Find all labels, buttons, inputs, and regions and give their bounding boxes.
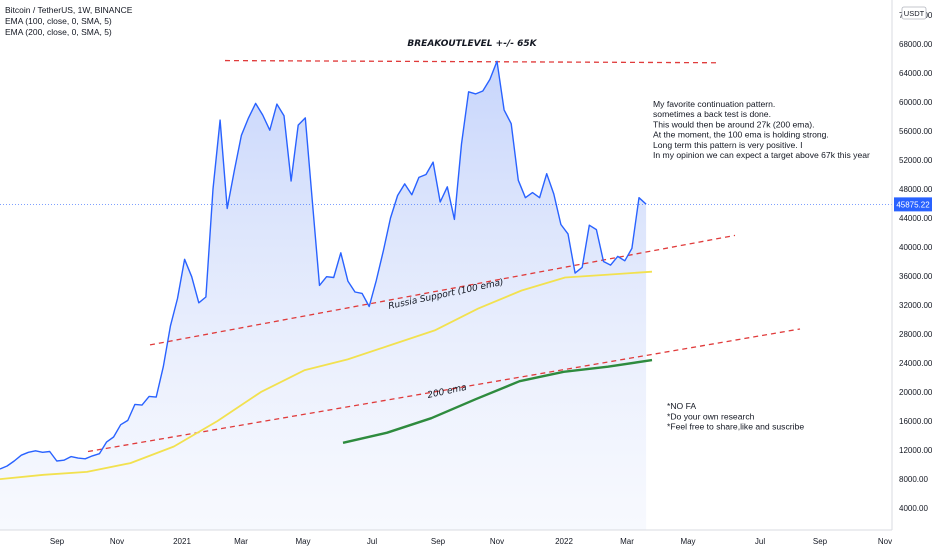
symbol-title[interactable]: Bitcoin / TetherUS, 1W, BINANCE <box>5 5 133 15</box>
x-tick-label: Sep <box>813 537 828 546</box>
note-line[interactable]: This would then be around 27k (200 ema). <box>653 119 814 129</box>
y-tick-label: 32000.00 <box>899 301 932 310</box>
x-tick-label: Nov <box>110 537 124 546</box>
ema200-line[interactable] <box>342 358 653 444</box>
y-tick-label: 60000.00 <box>899 98 932 107</box>
chart-legend: Bitcoin / TetherUS, 1W, BINANCE EMA (100… <box>5 5 132 38</box>
y-tick-label: 48000.00 <box>899 185 932 194</box>
x-tick-label: Sep <box>50 537 65 546</box>
y-tick-label: 52000.00 <box>899 156 932 165</box>
y-tick-label: 12000.00 <box>899 446 932 455</box>
currency-badge-label: USDT <box>904 9 925 18</box>
disclaimer-line[interactable]: *NO FA <box>667 401 696 411</box>
breakout-annotation[interactable]: BREAKOUTLEVEL +-/- 65K <box>407 39 537 49</box>
y-tick-label: 8000.00 <box>899 475 928 484</box>
x-tick-label: 2022 <box>555 537 573 546</box>
y-tick-label: 44000.00 <box>899 214 932 223</box>
x-tick-label: May <box>295 537 310 546</box>
y-tick-label: 28000.00 <box>899 330 932 339</box>
x-tick-label: Mar <box>620 537 634 546</box>
note-line[interactable]: At the moment, the 100 ema is holding st… <box>653 130 829 140</box>
y-tick-label: 24000.00 <box>899 359 932 368</box>
y-tick-label: 20000.00 <box>899 388 932 397</box>
y-tick-label: 40000.00 <box>899 243 932 252</box>
last-price-badge <box>894 197 932 212</box>
disclaimer-line[interactable]: *Do your own research <box>667 411 755 421</box>
breakout-trendline[interactable] <box>224 59 721 64</box>
y-tick-label: 64000.00 <box>899 69 932 78</box>
note-line[interactable]: Long term this pattern is very positive.… <box>653 140 803 150</box>
x-tick-label: Nov <box>490 537 504 546</box>
ema100-line[interactable] <box>0 270 653 480</box>
x-tick-label: Nov <box>878 537 892 546</box>
upper-support-trendline[interactable] <box>149 234 736 346</box>
note-line[interactable]: sometimes a back test is done. <box>653 109 771 119</box>
note-line[interactable]: In my opinion we can expect a target abo… <box>653 150 870 160</box>
lower-support-trendline[interactable] <box>87 328 801 453</box>
y-tick-label: 4000.00 <box>899 504 928 513</box>
y-tick-label: 36000.00 <box>899 272 932 281</box>
x-tick-label: 2021 <box>173 537 191 546</box>
x-tick-label: May <box>680 537 695 546</box>
note-line[interactable]: My favorite continuation pattern. <box>653 99 775 109</box>
last-price-label: 45875.22 <box>896 200 930 209</box>
y-tick-label: 16000.00 <box>899 417 932 426</box>
currency-badge[interactable] <box>901 6 927 20</box>
x-tick-label: Jul <box>755 537 765 546</box>
indicator-ema200-label[interactable]: EMA (200, close, 0, SMA, 5) <box>5 27 112 37</box>
price-area-fill <box>0 61 647 531</box>
y-tick-label: 56000.00 <box>899 127 932 136</box>
x-tick-label: Mar <box>234 537 248 546</box>
x-tick-label: Jul <box>367 537 377 546</box>
price-line[interactable] <box>0 60 647 470</box>
x-tick-label: Sep <box>431 537 446 546</box>
indicator-ema100-label[interactable]: EMA (100, close, 0, SMA, 5) <box>5 16 112 26</box>
y-tick-label: 68000.00 <box>899 40 932 49</box>
disclaimer-line[interactable]: *Feel free to share,like and suscribe <box>667 422 804 432</box>
